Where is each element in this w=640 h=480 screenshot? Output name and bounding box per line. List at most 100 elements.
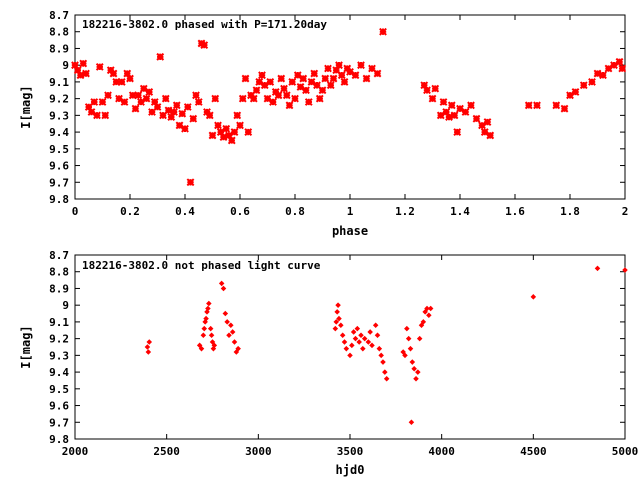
data-point: [233, 349, 240, 355]
data-point: [90, 98, 99, 106]
data-point: [79, 59, 88, 68]
x-tick-label: 4000: [428, 445, 455, 458]
data-point: [356, 339, 362, 345]
data-point: [378, 352, 384, 359]
y-tick-label: 9.3: [49, 349, 69, 362]
data-point: [324, 64, 332, 73]
data-point: [192, 91, 200, 100]
data-point: [145, 349, 152, 355]
data-point: [194, 98, 203, 106]
y-tick-label: 9.1: [49, 76, 69, 89]
y-tick-label: 9.3: [49, 109, 69, 122]
data-point: [461, 108, 470, 116]
data-point: [216, 128, 225, 136]
y-tick-label: 9.5: [49, 143, 69, 156]
x-tick-label: 0: [72, 205, 79, 218]
data-point: [222, 124, 231, 133]
data-point: [123, 69, 132, 78]
data-point: [383, 376, 390, 382]
data-point: [552, 101, 561, 110]
data-point: [159, 111, 167, 120]
data-point: [93, 111, 101, 120]
data-point: [150, 98, 159, 106]
data-point: [104, 91, 112, 100]
data-point: [349, 342, 355, 349]
x-tick-label: 1.4: [450, 205, 470, 218]
data-point: [198, 345, 205, 352]
plot-frame-1: [74, 254, 626, 440]
y-tick-label: 8.8: [49, 266, 69, 279]
x-tick-label: 0.2: [120, 205, 140, 218]
data-point: [196, 342, 203, 349]
x-tick-label: 1.2: [395, 205, 415, 218]
data-point: [431, 84, 440, 93]
y-tick-label: 9.4: [49, 126, 69, 139]
data-point: [413, 376, 419, 382]
data-point: [249, 94, 258, 103]
data-point: [299, 74, 308, 83]
data-point: [346, 67, 354, 76]
data-point: [376, 345, 383, 352]
y-tick-label: 8.7: [49, 9, 69, 22]
data-point: [405, 335, 412, 342]
data-point: [418, 322, 425, 329]
data-point: [258, 71, 266, 80]
data-point: [227, 136, 236, 145]
data-point: [274, 91, 283, 100]
data-point: [178, 109, 187, 118]
data-point: [483, 118, 492, 126]
data-point: [277, 74, 286, 83]
data-point: [235, 345, 241, 352]
data-point: [144, 344, 151, 350]
data-point: [87, 108, 96, 116]
data-point: [156, 52, 165, 61]
data-point: [244, 128, 253, 136]
y-tick-label: 9.2: [49, 333, 69, 346]
data-point: [148, 108, 156, 116]
data-point: [579, 81, 588, 90]
data-point: [219, 133, 228, 142]
data-point: [203, 315, 209, 322]
data-point: [380, 359, 386, 365]
y-tick-label: 8.9: [49, 42, 69, 55]
data-point: [255, 78, 264, 86]
data-point: [310, 69, 319, 78]
data-point: [313, 81, 321, 90]
x-tick-label: 1: [347, 205, 354, 218]
data-point: [291, 94, 299, 103]
y-axis-title: I[mag]: [19, 85, 33, 128]
data-point: [588, 78, 596, 86]
data-point: [189, 114, 198, 123]
data-point: [442, 108, 451, 116]
data-point: [426, 312, 432, 318]
data-point: [610, 61, 618, 70]
data-point: [480, 128, 489, 136]
data-point: [120, 98, 129, 106]
data-point: [427, 305, 434, 312]
data-point: [599, 71, 607, 80]
x-axis-title: phase: [332, 224, 368, 238]
data-point: [571, 88, 580, 96]
y-tick-label: 8.8: [49, 26, 69, 39]
data-point: [315, 94, 324, 103]
data-point: [450, 111, 459, 120]
y-tick-label: 8.9: [49, 282, 69, 295]
x-tick-label: 1.8: [560, 205, 580, 218]
data-point: [350, 329, 357, 335]
data-point: [382, 369, 388, 375]
data-point: [379, 27, 387, 36]
x-tick-label: 0.6: [230, 205, 250, 218]
data-point: [241, 74, 250, 83]
y-tick-label: 9.7: [49, 176, 69, 189]
data-point: [266, 78, 275, 86]
data-point: [117, 78, 126, 86]
x-tick-label: 5000: [612, 445, 639, 458]
x-tick-label: 2500: [153, 445, 180, 458]
data-point: [205, 111, 214, 120]
data-point: [208, 332, 215, 339]
chart-title: 182216-3802.0 phased with P=171.20day: [82, 18, 327, 31]
data-point: [131, 104, 140, 113]
data-point: [302, 86, 310, 95]
data-point: [407, 345, 414, 352]
data-point: [200, 41, 209, 50]
